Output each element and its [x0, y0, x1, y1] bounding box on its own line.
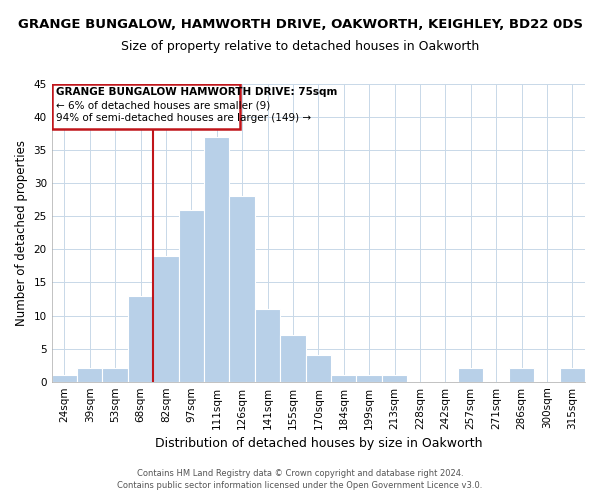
Bar — [77, 368, 103, 382]
Bar — [229, 196, 255, 382]
X-axis label: Distribution of detached houses by size in Oakworth: Distribution of detached houses by size … — [155, 437, 482, 450]
Bar — [305, 355, 331, 382]
Bar — [382, 375, 407, 382]
Bar — [255, 309, 280, 382]
Bar — [128, 296, 153, 382]
Bar — [103, 368, 128, 382]
Text: Size of property relative to detached houses in Oakworth: Size of property relative to detached ho… — [121, 40, 479, 53]
Text: GRANGE BUNGALOW, HAMWORTH DRIVE, OAKWORTH, KEIGHLEY, BD22 0DS: GRANGE BUNGALOW, HAMWORTH DRIVE, OAKWORT… — [17, 18, 583, 30]
Bar — [509, 368, 534, 382]
Text: 94% of semi-detached houses are larger (149) →: 94% of semi-detached houses are larger (… — [56, 113, 311, 123]
Bar — [458, 368, 484, 382]
Bar — [560, 368, 585, 382]
Text: GRANGE BUNGALOW HAMWORTH DRIVE: 75sqm: GRANGE BUNGALOW HAMWORTH DRIVE: 75sqm — [56, 88, 337, 98]
Bar — [331, 375, 356, 382]
Y-axis label: Number of detached properties: Number of detached properties — [15, 140, 28, 326]
Text: ← 6% of detached houses are smaller (9): ← 6% of detached houses are smaller (9) — [56, 100, 270, 110]
Bar — [153, 256, 179, 382]
Text: Contains HM Land Registry data © Crown copyright and database right 2024.
Contai: Contains HM Land Registry data © Crown c… — [118, 468, 482, 490]
Bar — [204, 137, 229, 382]
Bar — [356, 375, 382, 382]
Bar — [280, 336, 305, 382]
Bar — [179, 210, 204, 382]
Bar — [52, 375, 77, 382]
FancyBboxPatch shape — [52, 84, 239, 129]
